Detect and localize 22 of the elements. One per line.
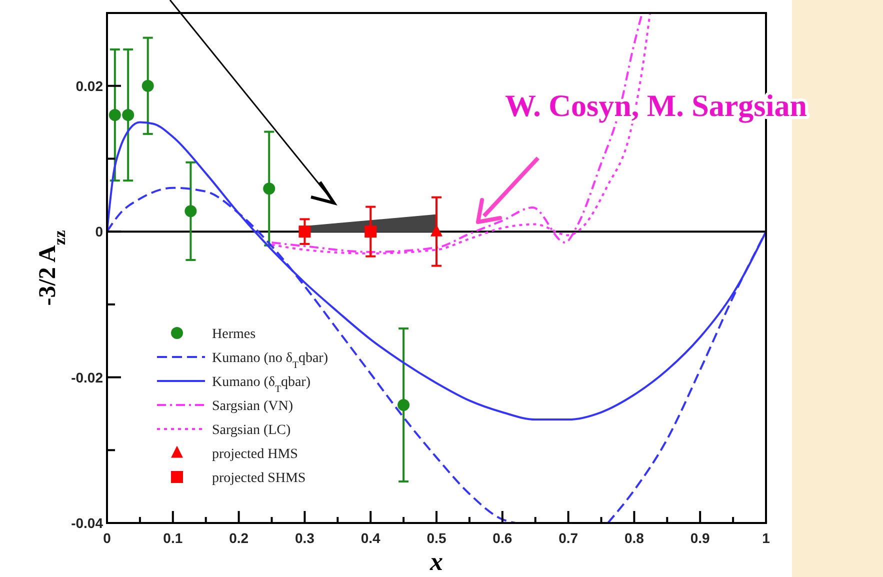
y-tick-label: -0.04 (71, 515, 104, 531)
legend-label: Kumano (δ$_{T}$qbar) (212, 375, 311, 394)
x-tick-label: 0.7 (558, 530, 578, 546)
legend-label: Kumano (no δ$_{T}$qbar) (212, 351, 328, 370)
x-tick-label: 0.5 (426, 530, 446, 546)
legend-label: projected SHMS (212, 471, 306, 486)
x-tick-label: 0.1 (163, 530, 183, 546)
x-tick-label: 0.9 (690, 530, 710, 546)
legend-label: Sargsian (VN) (212, 399, 294, 414)
x-tick-label: 1 (762, 530, 770, 546)
x-tick-label: 0.8 (624, 530, 644, 546)
y-tick-label: 0.02 (76, 78, 104, 94)
x-tick-label: 0.3 (294, 530, 315, 546)
y-tick-label: -0.02 (71, 369, 104, 386)
y-tick-label: 0 (95, 224, 104, 240)
legend-label: projected HMS (212, 447, 298, 462)
legend-label: Sargsian (LC) (212, 423, 292, 438)
x-tick-label: 0.2 (229, 530, 249, 546)
x-tick-label: 0.6 (492, 530, 512, 546)
legend-label: Hermes (212, 327, 256, 342)
x-axis-title: x (429, 547, 443, 576)
x-tick-label: 0.4 (360, 530, 381, 546)
